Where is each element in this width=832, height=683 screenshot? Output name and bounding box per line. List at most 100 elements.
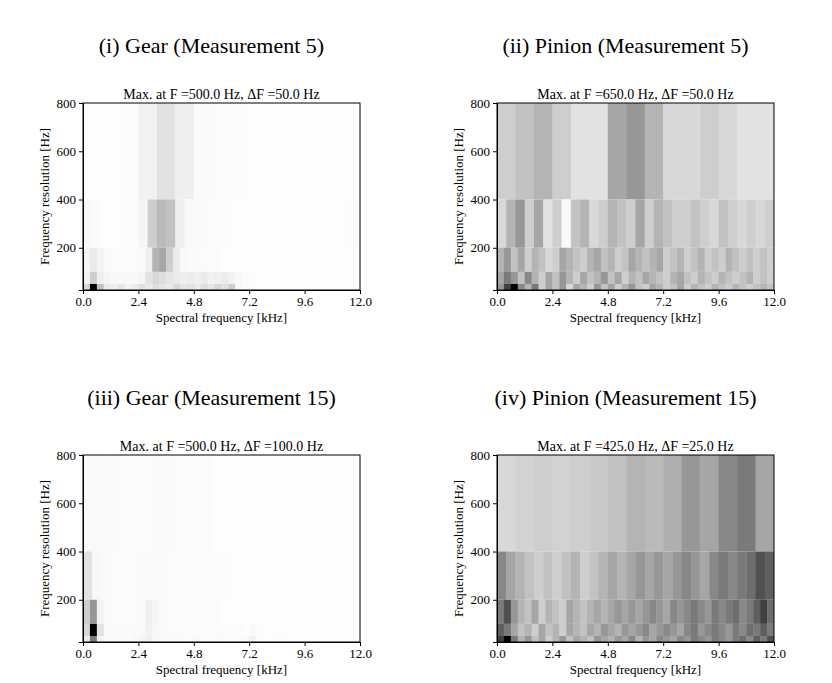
cell bbox=[629, 600, 636, 624]
cell bbox=[497, 624, 504, 636]
cell bbox=[325, 600, 332, 624]
cell bbox=[175, 455, 194, 552]
cell bbox=[242, 636, 249, 642]
cell bbox=[719, 200, 729, 248]
cell bbox=[682, 552, 692, 600]
cell bbox=[622, 624, 629, 636]
tick-label: 0.0 bbox=[489, 294, 505, 309]
cell bbox=[249, 552, 259, 600]
tick-label: 12.0 bbox=[349, 646, 372, 661]
cell bbox=[719, 455, 738, 552]
cell bbox=[353, 284, 360, 290]
cell bbox=[617, 552, 627, 600]
cell bbox=[580, 600, 587, 624]
cell bbox=[518, 624, 525, 636]
cell bbox=[559, 624, 566, 636]
cell bbox=[235, 272, 242, 284]
tick-label: 200 bbox=[57, 240, 77, 255]
cell bbox=[138, 200, 148, 248]
cell bbox=[159, 248, 166, 272]
cell bbox=[525, 284, 532, 290]
cell bbox=[532, 600, 539, 624]
cell bbox=[663, 272, 670, 284]
cell bbox=[249, 636, 256, 642]
cell bbox=[332, 284, 339, 290]
cell bbox=[194, 636, 201, 642]
cell bbox=[353, 624, 360, 636]
cell bbox=[194, 103, 213, 200]
cell bbox=[83, 455, 102, 552]
cell bbox=[180, 624, 187, 636]
tick: 9.6 bbox=[297, 642, 314, 661]
cell bbox=[187, 284, 194, 290]
cell bbox=[222, 636, 229, 642]
cell bbox=[712, 248, 719, 272]
cell bbox=[187, 624, 194, 636]
cells bbox=[497, 455, 774, 642]
cell bbox=[152, 600, 159, 624]
tick-label: 7.2 bbox=[242, 294, 258, 309]
cell bbox=[539, 272, 546, 284]
y-axis: 200400600800 bbox=[471, 96, 498, 291]
cell bbox=[138, 248, 145, 272]
cell bbox=[670, 624, 677, 636]
subtitle: Max. at F =425.0 Hz, ΔF =25.0 Hz bbox=[537, 439, 733, 454]
tick-mark bbox=[79, 151, 83, 152]
cell bbox=[705, 600, 712, 624]
cell bbox=[580, 272, 587, 284]
cell bbox=[208, 624, 215, 636]
cell bbox=[739, 272, 746, 284]
cell bbox=[249, 624, 256, 636]
axis-title: Frequency resolution [Hz] bbox=[37, 480, 52, 617]
cell bbox=[104, 272, 111, 284]
panel-title: (iii) Gear (Measurement 15) bbox=[87, 385, 336, 410]
cell bbox=[346, 636, 353, 642]
tick: 12.0 bbox=[763, 290, 786, 309]
axis-title: Spectral frequency [kHz] bbox=[570, 310, 701, 325]
cell bbox=[587, 272, 594, 284]
cell bbox=[739, 636, 746, 642]
cell bbox=[152, 248, 159, 272]
cell bbox=[552, 636, 559, 642]
cell bbox=[684, 600, 691, 624]
cell bbox=[573, 284, 580, 290]
figure: 0.02.44.87.29.612.0200400600800(i) Gear … bbox=[0, 0, 832, 683]
cell bbox=[212, 552, 222, 600]
cell bbox=[525, 636, 532, 642]
cell bbox=[746, 624, 753, 636]
cell bbox=[97, 284, 104, 290]
cell bbox=[256, 284, 263, 290]
cell bbox=[649, 248, 656, 272]
cell bbox=[231, 103, 250, 200]
cell bbox=[726, 272, 733, 284]
cell bbox=[594, 636, 601, 642]
cell bbox=[663, 636, 670, 642]
tick-label: 400 bbox=[57, 192, 77, 207]
cell bbox=[497, 284, 504, 290]
cell bbox=[642, 284, 649, 290]
cell bbox=[305, 200, 315, 248]
tick: 800 bbox=[57, 96, 84, 111]
cell bbox=[90, 284, 97, 290]
cell bbox=[753, 636, 760, 642]
tick-label: 2.4 bbox=[131, 294, 148, 309]
cell bbox=[767, 636, 774, 642]
cell bbox=[539, 284, 546, 290]
cell bbox=[215, 272, 222, 284]
cell bbox=[286, 103, 305, 200]
cell bbox=[552, 272, 559, 284]
cell bbox=[571, 455, 590, 552]
cell bbox=[256, 600, 263, 624]
cell bbox=[562, 200, 572, 248]
cell bbox=[268, 200, 278, 248]
cells bbox=[83, 103, 360, 290]
cell bbox=[552, 600, 559, 624]
cell bbox=[339, 600, 346, 624]
cell bbox=[753, 248, 760, 272]
cell bbox=[92, 200, 102, 248]
cell bbox=[242, 600, 249, 624]
tick: 600 bbox=[57, 496, 84, 511]
cell bbox=[104, 600, 111, 624]
cell bbox=[339, 284, 346, 290]
cell bbox=[672, 552, 682, 600]
